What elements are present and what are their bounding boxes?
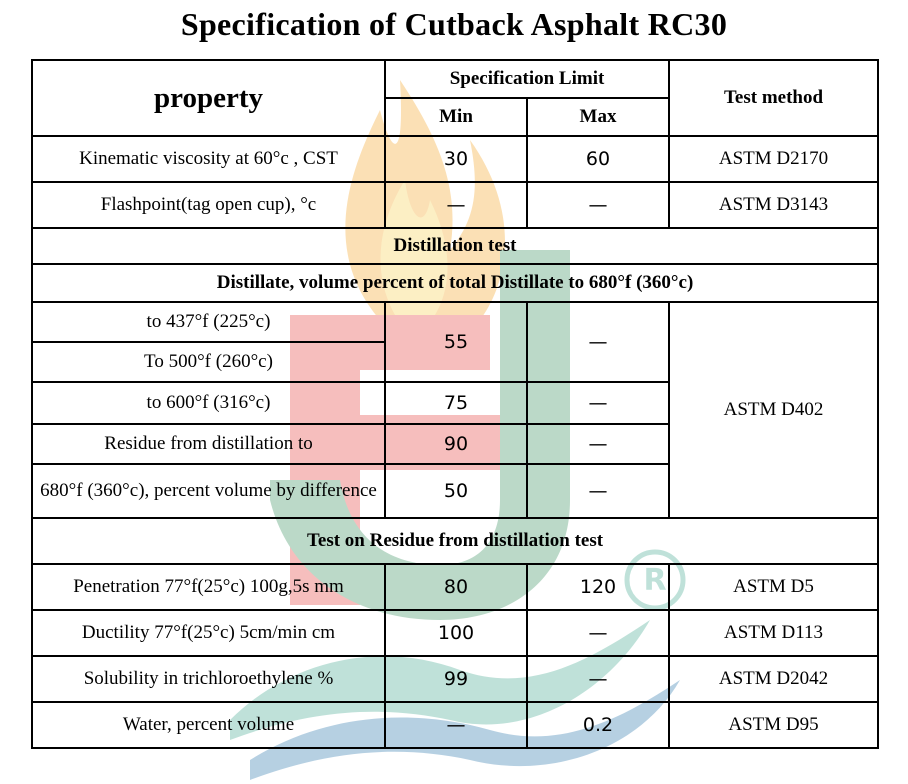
distillate-heading: Distillate, volume percent of total Dist… [30, 263, 880, 303]
max-cell: — [525, 301, 671, 383]
header-max: Max [525, 97, 671, 137]
header-spec-limit: Specification Limit [383, 59, 671, 99]
min-cell: 99 [384, 655, 528, 703]
residue-heading: Test on Residue from distillation test [30, 517, 880, 565]
min-cell: 50 [384, 463, 528, 519]
table-row: Water, percent volume — 0.2 ASTM D95 [31, 701, 880, 749]
header-min: Min [384, 97, 528, 137]
property-cell: Solubility in trichloroethylene % [31, 655, 386, 703]
header-property: property [31, 59, 386, 137]
max-cell: — [525, 655, 671, 703]
min-cell: 100 [384, 609, 528, 657]
min-cell: 55 [384, 301, 528, 383]
header-subrow: Min Max [32, 97, 878, 137]
specification-table: property Specification Limit Test method… [30, 59, 880, 749]
property-cell: 680°f (360°c), percent volume by differe… [31, 463, 386, 519]
min-cell: 30 [384, 135, 528, 183]
max-cell: — [525, 423, 671, 465]
min-cell: 80 [384, 563, 528, 611]
property-cell: Residue from distillation to [31, 423, 386, 465]
method-cell: ASTM D402 [668, 301, 880, 519]
property-cell: Water, percent volume [31, 701, 386, 749]
method-cell: ASTM D95 [668, 701, 880, 749]
header-test-method: Test method [668, 59, 880, 137]
max-cell: — [525, 609, 671, 657]
table-row: to 600°f (316°c) 75 — [31, 381, 878, 425]
section-heading-row: Distillate, volume percent of total Dist… [30, 263, 880, 303]
method-cell: ASTM D2170 [668, 135, 880, 183]
page-title: Specification of Cutback Asphalt RC30 [180, 6, 728, 42]
table-row: Residue from distillation to 90 — [31, 423, 878, 465]
table-row: Penetration 77°f(25°c) 100g,5s mm 80 120… [31, 563, 880, 611]
max-cell: — [525, 181, 671, 229]
method-cell: ASTM D3143 [668, 181, 880, 229]
min-cell: 75 [384, 381, 528, 425]
method-cell: ASTM D5 [668, 563, 880, 611]
min-cell: 90 [384, 423, 528, 465]
header-row: property Specification Limit Test method [31, 59, 880, 137]
min-cell: — [384, 701, 528, 749]
property-cell: To 500°f (260°c) [31, 341, 386, 383]
property-cell: Flashpoint(tag open cup), °c [31, 181, 386, 229]
property-cell: Kinematic viscosity at 60°c , CST [31, 135, 386, 183]
max-cell: — [525, 463, 671, 519]
max-cell: 120 [525, 563, 671, 611]
table-row: Ductility 77°f(25°c) 5cm/min cm 100 — AS… [31, 609, 880, 657]
table-row: 680°f (360°c), percent volume by differe… [31, 463, 878, 519]
max-cell: 60 [525, 135, 671, 183]
method-cell: ASTM D113 [668, 609, 880, 657]
method-cell: ASTM D2042 [668, 655, 880, 703]
max-cell: 0.2 [525, 701, 671, 749]
property-cell: Ductility 77°f(25°c) 5cm/min cm [31, 609, 386, 657]
table-row: Flashpoint(tag open cup), °c — — ASTM D3… [31, 181, 880, 229]
table-row: Kinematic viscosity at 60°c , CST 30 60 … [31, 135, 880, 183]
table-row: to 437°f (225°c) 55 — ASTM D402 [31, 301, 880, 519]
distillation-heading: Distillation test [30, 227, 880, 265]
property-cell: Penetration 77°f(25°c) 100g,5s mm [31, 563, 386, 611]
table-row: To 500°f (260°c) [31, 341, 878, 383]
section-heading-row: Distillation test [30, 227, 880, 265]
min-cell: — [384, 181, 528, 229]
max-cell: — [525, 381, 671, 425]
property-cell: to 437°f (225°c) [31, 301, 386, 343]
property-cell: to 600°f (316°c) [31, 381, 386, 425]
table-row: Solubility in trichloroethylene % 99 — A… [31, 655, 880, 703]
section-heading-row: Test on Residue from distillation test [30, 517, 880, 565]
